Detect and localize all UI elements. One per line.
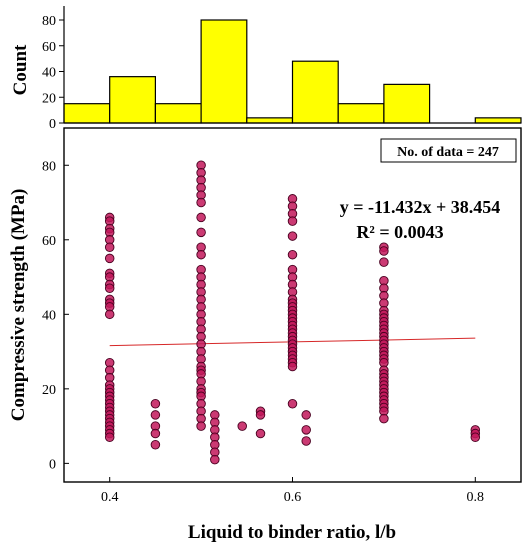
scatter-point [287, 361, 298, 372]
histogram-bar [63, 103, 111, 124]
scatter-point [150, 439, 161, 450]
regression-equation: y = -11.432x + 38.454 [340, 197, 501, 217]
histogram-y-tick-label: 80 [42, 14, 56, 29]
scatter-point [196, 249, 206, 260]
scatter-point [470, 432, 481, 443]
scatter-y-tick-label: 80 [42, 159, 56, 174]
data-count-box [380, 138, 517, 163]
scatter-point [379, 257, 389, 267]
scatter-x-tick-label: 0.8 [467, 490, 485, 505]
scatter-y-ticks: 0 20 40 60 80 [42, 159, 69, 472]
scatter-point [287, 398, 298, 409]
scatter-point [150, 428, 161, 439]
data-count-label: No. of data = 247 [397, 145, 499, 160]
histogram-bar [246, 117, 294, 124]
scatter-point [196, 227, 206, 238]
scatter-x-ticks: 0.4 0.6 0.8 [101, 477, 484, 505]
scatter-point [287, 231, 298, 241]
r-squared-label: R² = 0.0043 [356, 222, 443, 242]
scatter-panel: 0 20 40 60 80 0.4 0.6 0.8 No. of data = 247 y … [8, 127, 522, 543]
histogram-y-tick-label: 60 [42, 40, 56, 55]
scatter-points [104, 160, 481, 465]
histogram-bar [383, 83, 431, 124]
scatter-point [287, 249, 298, 260]
scatter-point [379, 413, 389, 424]
scatter-point [104, 309, 115, 320]
scatter-point [104, 432, 115, 443]
scatter-x-tick-label: 0.6 [284, 490, 302, 505]
scatter-point [196, 212, 206, 223]
scatter-point [150, 410, 161, 420]
histogram-y-tick-label: 20 [42, 91, 56, 106]
scatter-point [196, 197, 206, 208]
histogram-panel: 0 20 40 60 80 Count [10, 6, 522, 132]
scatter-point [196, 421, 206, 431]
scatter-y-tick-label: 0 [49, 457, 56, 472]
scatter-point [104, 242, 115, 252]
scatter-point [210, 454, 220, 465]
scatter-point [301, 425, 311, 435]
scatter-point [301, 410, 311, 420]
histogram-bar [291, 60, 339, 124]
scatter-point [301, 436, 311, 446]
scatter-y-tick-label: 60 [42, 234, 56, 249]
scatter-x-tick-label: 0.4 [101, 490, 119, 505]
scatter-point [104, 283, 115, 293]
histogram-bar [337, 103, 385, 124]
scatter-point [287, 216, 298, 226]
histogram-bar [154, 103, 202, 124]
scatter-point [237, 421, 247, 431]
histogram-bar [474, 117, 522, 124]
scatter-point [255, 428, 266, 439]
scatter-x-axis-title: Liquid to binder ratio, l/b [188, 522, 396, 543]
histogram-y-axis-title: Count [10, 44, 31, 95]
scatter-y-tick-label: 20 [42, 383, 56, 398]
scatter-y-axis-title: Compressive strength (MPa) [8, 189, 29, 422]
scatter-point [379, 246, 389, 256]
scatter-point [104, 253, 115, 264]
histogram-y-tick-label: 40 [42, 66, 56, 81]
histogram-bars [63, 19, 522, 124]
histogram-y-ticks: 0 20 40 60 80 [42, 14, 64, 132]
scatter-y-tick-label: 40 [42, 308, 56, 323]
scatter-point [255, 410, 266, 420]
histogram-bar [109, 76, 156, 124]
scatter-point [150, 398, 161, 409]
histogram-bar [200, 19, 248, 124]
histogram-y-tick-label: 0 [49, 117, 56, 132]
